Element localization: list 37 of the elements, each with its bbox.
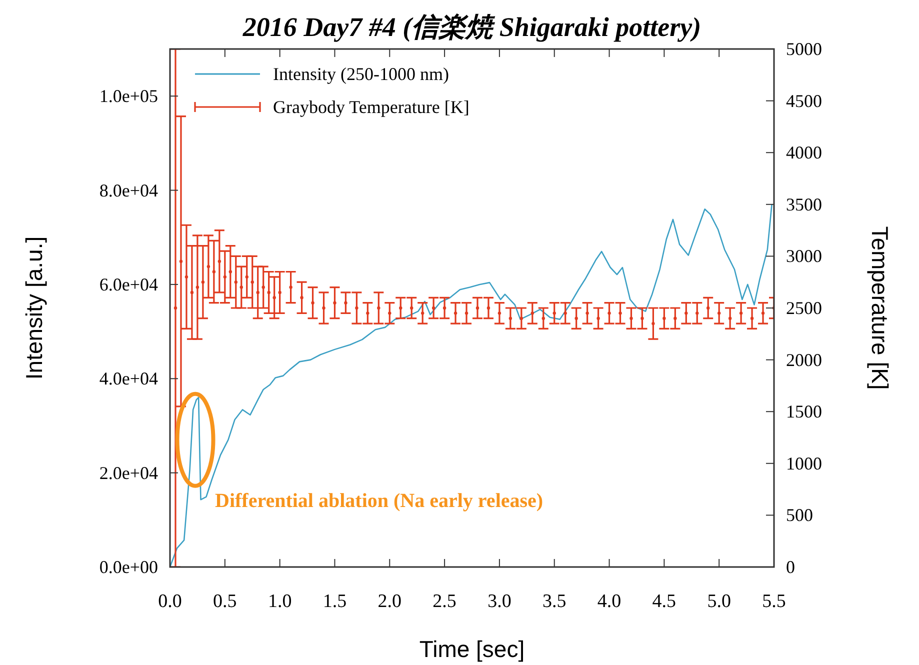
y2-tick-label: 0 — [786, 557, 795, 577]
x-tick-label: 3.5 — [542, 591, 566, 612]
x-tick-label: 5.5 — [762, 591, 786, 612]
y-tick-label: 2.0e+04 — [99, 462, 158, 483]
y-tick-label: 1.0e+05 — [99, 86, 158, 106]
y2-tick-label: 1500 — [786, 402, 822, 422]
x-axis-title: Time [sec] — [419, 636, 525, 662]
x-tick-label: 0.5 — [213, 591, 237, 612]
y2-tick-label: 5000 — [786, 39, 822, 59]
chart-title: 2016 Day7 #4 (信楽焼 Shigaraki pottery) — [242, 12, 702, 42]
x-tick-label: 5.0 — [707, 591, 731, 612]
y2-tick-label: 3500 — [786, 194, 822, 214]
x-tick-label: 3.0 — [488, 591, 512, 612]
y2-tick-label: 4500 — [786, 90, 822, 111]
y2-tick-label: 500 — [786, 505, 813, 526]
x-tick-label: 1.5 — [322, 591, 347, 612]
y2-tick-label: 2000 — [786, 350, 822, 370]
x-tick-label: 2.0 — [378, 591, 402, 612]
x-tick-label: 0.0 — [158, 591, 182, 612]
y-tick-label: 8.0e+04 — [99, 180, 158, 200]
x-tick-label: 4.0 — [597, 591, 622, 612]
y-axis-title: Intensity [a.u.] — [21, 236, 47, 380]
y2-tick-label: 2500 — [786, 298, 822, 318]
line-series — [170, 204, 772, 567]
y2-tick-label: 4000 — [786, 142, 822, 163]
y-tick-label: 4.0e+04 — [99, 368, 158, 389]
x-tick-label: 1.0 — [268, 591, 292, 612]
y2-axis-title: Temperature [K] — [867, 226, 893, 390]
y2-tick-label: 3000 — [786, 246, 822, 266]
x-tick-label: 2.5 — [432, 591, 456, 612]
annotation: Differential ablation (Na early release) — [215, 490, 544, 512]
legend-label: Intensity (250-1000 nm) — [273, 64, 449, 84]
y-tick-label: 6.0e+04 — [99, 274, 158, 294]
y-tick-label: 0.0e+00 — [99, 557, 158, 577]
y2-tick-label: 1000 — [786, 453, 822, 474]
legend-label: Graybody Temperature [K] — [273, 97, 470, 117]
x-tick-label: 4.5 — [652, 591, 676, 612]
